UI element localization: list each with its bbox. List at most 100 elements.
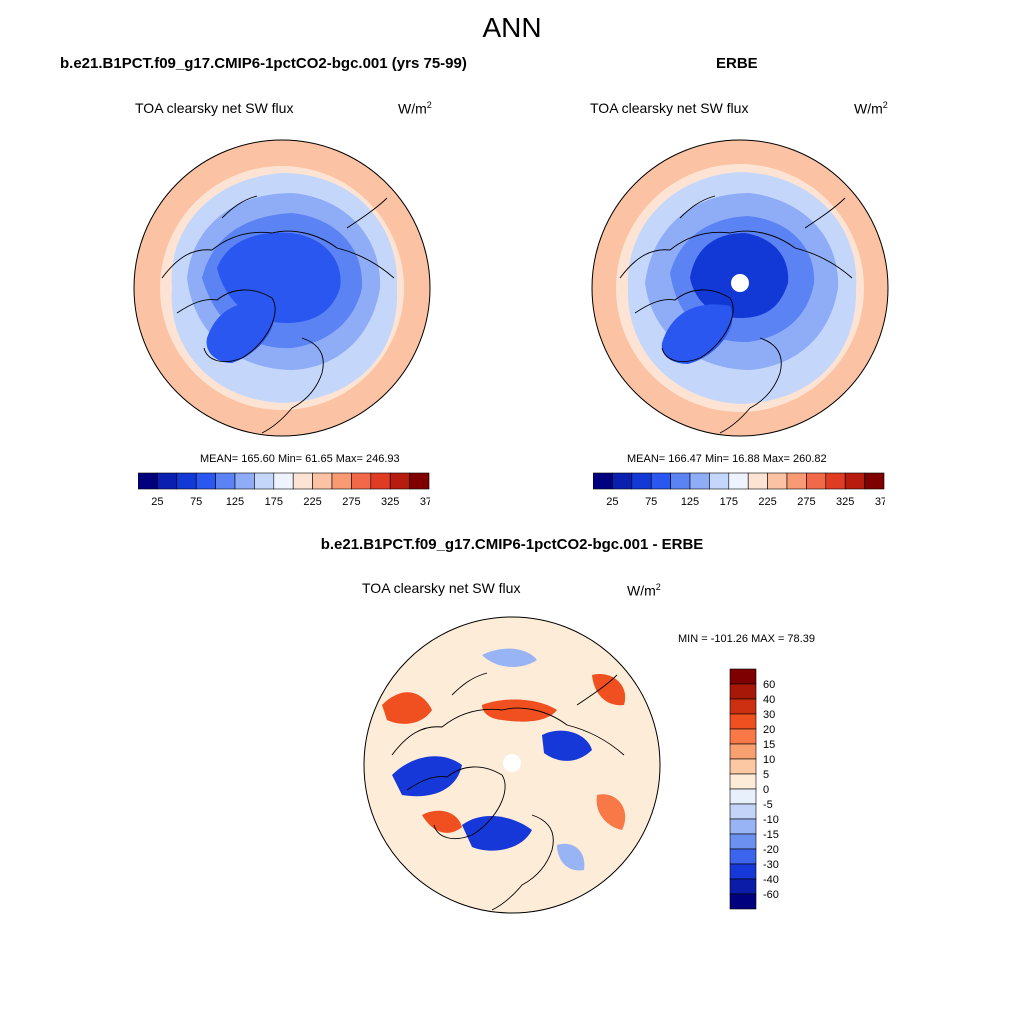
diff-variable-label: TOA clearsky net SW flux [362,580,521,596]
obs-colorbar: 25 75 125 175 225 275 325 375 [593,472,885,508]
model-colorbar-label: 225 [303,496,321,508]
diff-colorbar-label: -40 [763,874,779,886]
diff-red-west [382,692,432,724]
obs-greenland [661,304,733,364]
obs-colorbar-box [844,472,865,490]
model-colorbar-label: 75 [190,496,202,508]
diff-red-arctic-top [482,699,557,722]
diff-colorbar-box [729,683,757,700]
obs-map-border [591,139,889,437]
model-colorbar-box [215,472,236,490]
model-colorbar-label: 125 [226,496,244,508]
diff-map-border [363,616,661,914]
diff-polar-map [363,616,661,914]
model-panel-title: b.e21.B1PCT.f09_g17.CMIP6-1pctCO2-bgc.00… [60,55,467,72]
diff-colorbar-label: 15 [763,739,775,751]
obs-units-base: W/m [854,100,883,117]
diff-units-label: W/m2 [627,582,661,599]
diff-colorbar: 60 40 30 20 15 10 5 0 -5 -10 -15 -20 -30 -40 -60 [729,668,779,910]
obs-colorbar-box [631,472,652,490]
main-title: ANN [482,12,542,43]
obs-variable-label: TOA clearsky net SW flux [590,100,749,116]
model-colorbar-box [176,472,197,490]
diff-red-east [596,794,626,830]
model-colorbar-box [138,472,158,490]
diff-stats: MIN = -101.26 MAX = 78.39 [678,633,815,645]
diff-colorbar-box [729,863,757,880]
diff-lightblue-north [482,648,537,667]
diff-colorbar-label: 20 [763,724,775,736]
diff-panel-title: b.e21.B1PCT.f09_g17.CMIP6-1pctCO2-bgc.00… [320,536,704,553]
diff-colorbar-box [729,743,757,760]
diff-colorbar-labels: 60 40 30 20 15 10 5 0 -5 -10 -15 -20 -30 -40 -60 [763,679,779,901]
model-colorbar-box [312,472,333,490]
model-colorbar-box [195,472,216,490]
diff-colorbar-box [729,848,757,865]
diff-lightblue-southeast [557,843,585,871]
diff-colorbar-box [729,833,757,850]
model-colorbar-label: 25 [151,496,163,508]
diff-coastlines [391,672,625,911]
model-colorbar-label: 175 [265,496,283,508]
diff-colorbar-label: -60 [763,889,779,901]
diff-colorbar-label: 10 [763,754,775,766]
model-colorbar-boxes [138,472,430,490]
model-colorbar-box [157,472,178,490]
obs-colorbar-box [806,472,827,490]
diff-pole-hole [503,754,521,772]
diff-colorbar-label: -30 [763,859,779,871]
diff-colorbar-label: 30 [763,709,775,721]
diff-colorbar-label: -15 [763,829,779,841]
diff-colorbar-box [729,713,757,730]
obs-polar-map [591,139,889,437]
model-colorbar-box [351,472,372,490]
obs-colorbar-box [670,472,691,490]
diff-red-greenland [422,810,462,833]
obs-colorbar-labels: 25 75 125 175 225 275 325 375 [606,496,885,508]
model-colorbar-box [331,472,352,490]
obs-colorbar-boxes [593,472,885,490]
diff-colorbar-box [729,788,757,805]
diff-units-base: W/m [627,582,656,599]
diff-colorbar-label: 40 [763,694,775,706]
diff-colorbar-label: 60 [763,679,775,691]
diff-units-exp: 2 [655,582,661,592]
model-coastlines [161,195,395,434]
obs-colorbar-box [709,472,730,490]
obs-units-exp: 2 [882,100,888,110]
diff-colorbar-box [729,728,757,745]
obs-colorbar-label: 275 [797,496,815,508]
obs-colorbar-box [650,472,671,490]
model-colorbar-box [370,472,391,490]
diff-colorbar-box [729,668,757,685]
obs-colorbar-box [728,472,749,490]
diff-blue-canada [392,756,462,797]
obs-colorbar-label: 25 [606,496,618,508]
diff-colorbar-label: -5 [763,799,773,811]
model-greenland [206,301,275,363]
obs-colorbar-box [689,472,710,490]
diff-colorbar-box [729,818,757,835]
model-variable-label: TOA clearsky net SW flux [135,100,294,116]
diff-colorbar-label: -20 [763,844,779,856]
diff-colorbar-label: -10 [763,814,779,826]
obs-colorbar-box [786,472,807,490]
diff-blue-siberia [542,730,592,761]
model-units-exp: 2 [426,100,432,110]
model-units-label: W/m2 [398,100,432,117]
diff-colorbar-box [729,773,757,790]
obs-colorbar-label: 175 [720,496,738,508]
diff-colorbar-box [729,803,757,820]
model-colorbar-box [234,472,255,490]
diff-colorbar-boxes [729,668,757,910]
model-colorbar-box [292,472,313,490]
model-stats: MEAN= 165.60 Min= 61.65 Max= 246.93 [200,453,400,465]
model-colorbar: 25 75 125 175 225 275 325 375 [138,472,430,508]
obs-coastlines [619,195,853,434]
diff-colorbar-box [729,893,757,910]
model-colorbar-labels: 25 75 125 175 225 275 325 375 [151,496,430,508]
obs-units-label: W/m2 [854,100,888,117]
diff-colorbar-label: 5 [763,769,769,781]
model-arctic-core [217,232,341,323]
obs-colorbar-box [864,472,885,490]
